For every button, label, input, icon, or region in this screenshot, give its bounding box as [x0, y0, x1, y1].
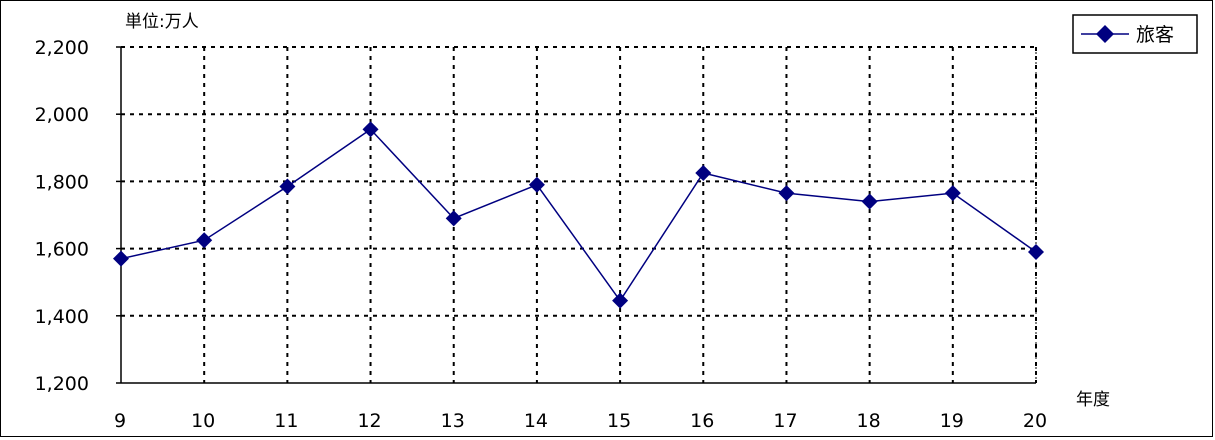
y-tick-label: 1,400: [35, 306, 89, 328]
x-tick-label: 9: [114, 410, 126, 432]
data-point-diamond: [445, 210, 462, 227]
data-point-diamond: [362, 121, 379, 138]
x-tick-label: 10: [191, 410, 215, 432]
x-tick-label: 13: [441, 410, 465, 432]
x-axis-label: 年度: [1076, 390, 1110, 410]
x-tick-label: 19: [940, 410, 964, 432]
plot-area: [121, 47, 1036, 383]
data-point-diamond: [113, 250, 129, 267]
y-tick-label: 1,800: [35, 171, 89, 193]
data-point-diamond: [861, 193, 878, 210]
y-tick-label: 2,000: [35, 104, 89, 126]
data-point-diamond: [695, 165, 712, 181]
legend-diamond-marker: [1096, 25, 1114, 43]
series-group: [113, 121, 1044, 309]
data-point-diamond: [944, 185, 961, 202]
x-tick-label: 12: [357, 410, 381, 432]
data-point-diamond: [612, 292, 629, 309]
x-tick-label: 20: [1023, 410, 1047, 432]
axes: [120, 47, 1036, 384]
plot-background: [121, 47, 1036, 383]
data-point-diamond: [528, 176, 545, 193]
gridlines: [121, 46, 1037, 383]
data-point-diamond: [778, 185, 795, 202]
legend-label: 旅客: [1136, 24, 1174, 46]
y-tick-label: 2,200: [35, 37, 89, 59]
series-line: [120, 128, 1037, 303]
x-tick-label: 18: [857, 410, 881, 432]
x-tick-label: 15: [607, 410, 631, 432]
y-tick-label: 1,600: [35, 239, 89, 261]
y-tick-labels: 1,200 1,400 1,600 1,800 2,000 2,200: [35, 37, 121, 395]
x-tick-label: 16: [690, 410, 714, 432]
x-tick-label: 11: [274, 410, 298, 432]
x-tick-label: 17: [773, 410, 797, 432]
legend: 旅客: [1072, 14, 1198, 54]
unit-label: 単位:万人: [125, 12, 199, 32]
data-point-diamond: [279, 178, 296, 195]
x-tick-labels: 9 10 11 12 13 14 15 16 17 18 19 20: [114, 410, 1047, 432]
y-tick-label: 1,200: [35, 373, 89, 395]
x-tick-label: 14: [524, 410, 548, 432]
data-point-diamond: [196, 232, 213, 249]
data-point-diamond: [1028, 243, 1044, 260]
